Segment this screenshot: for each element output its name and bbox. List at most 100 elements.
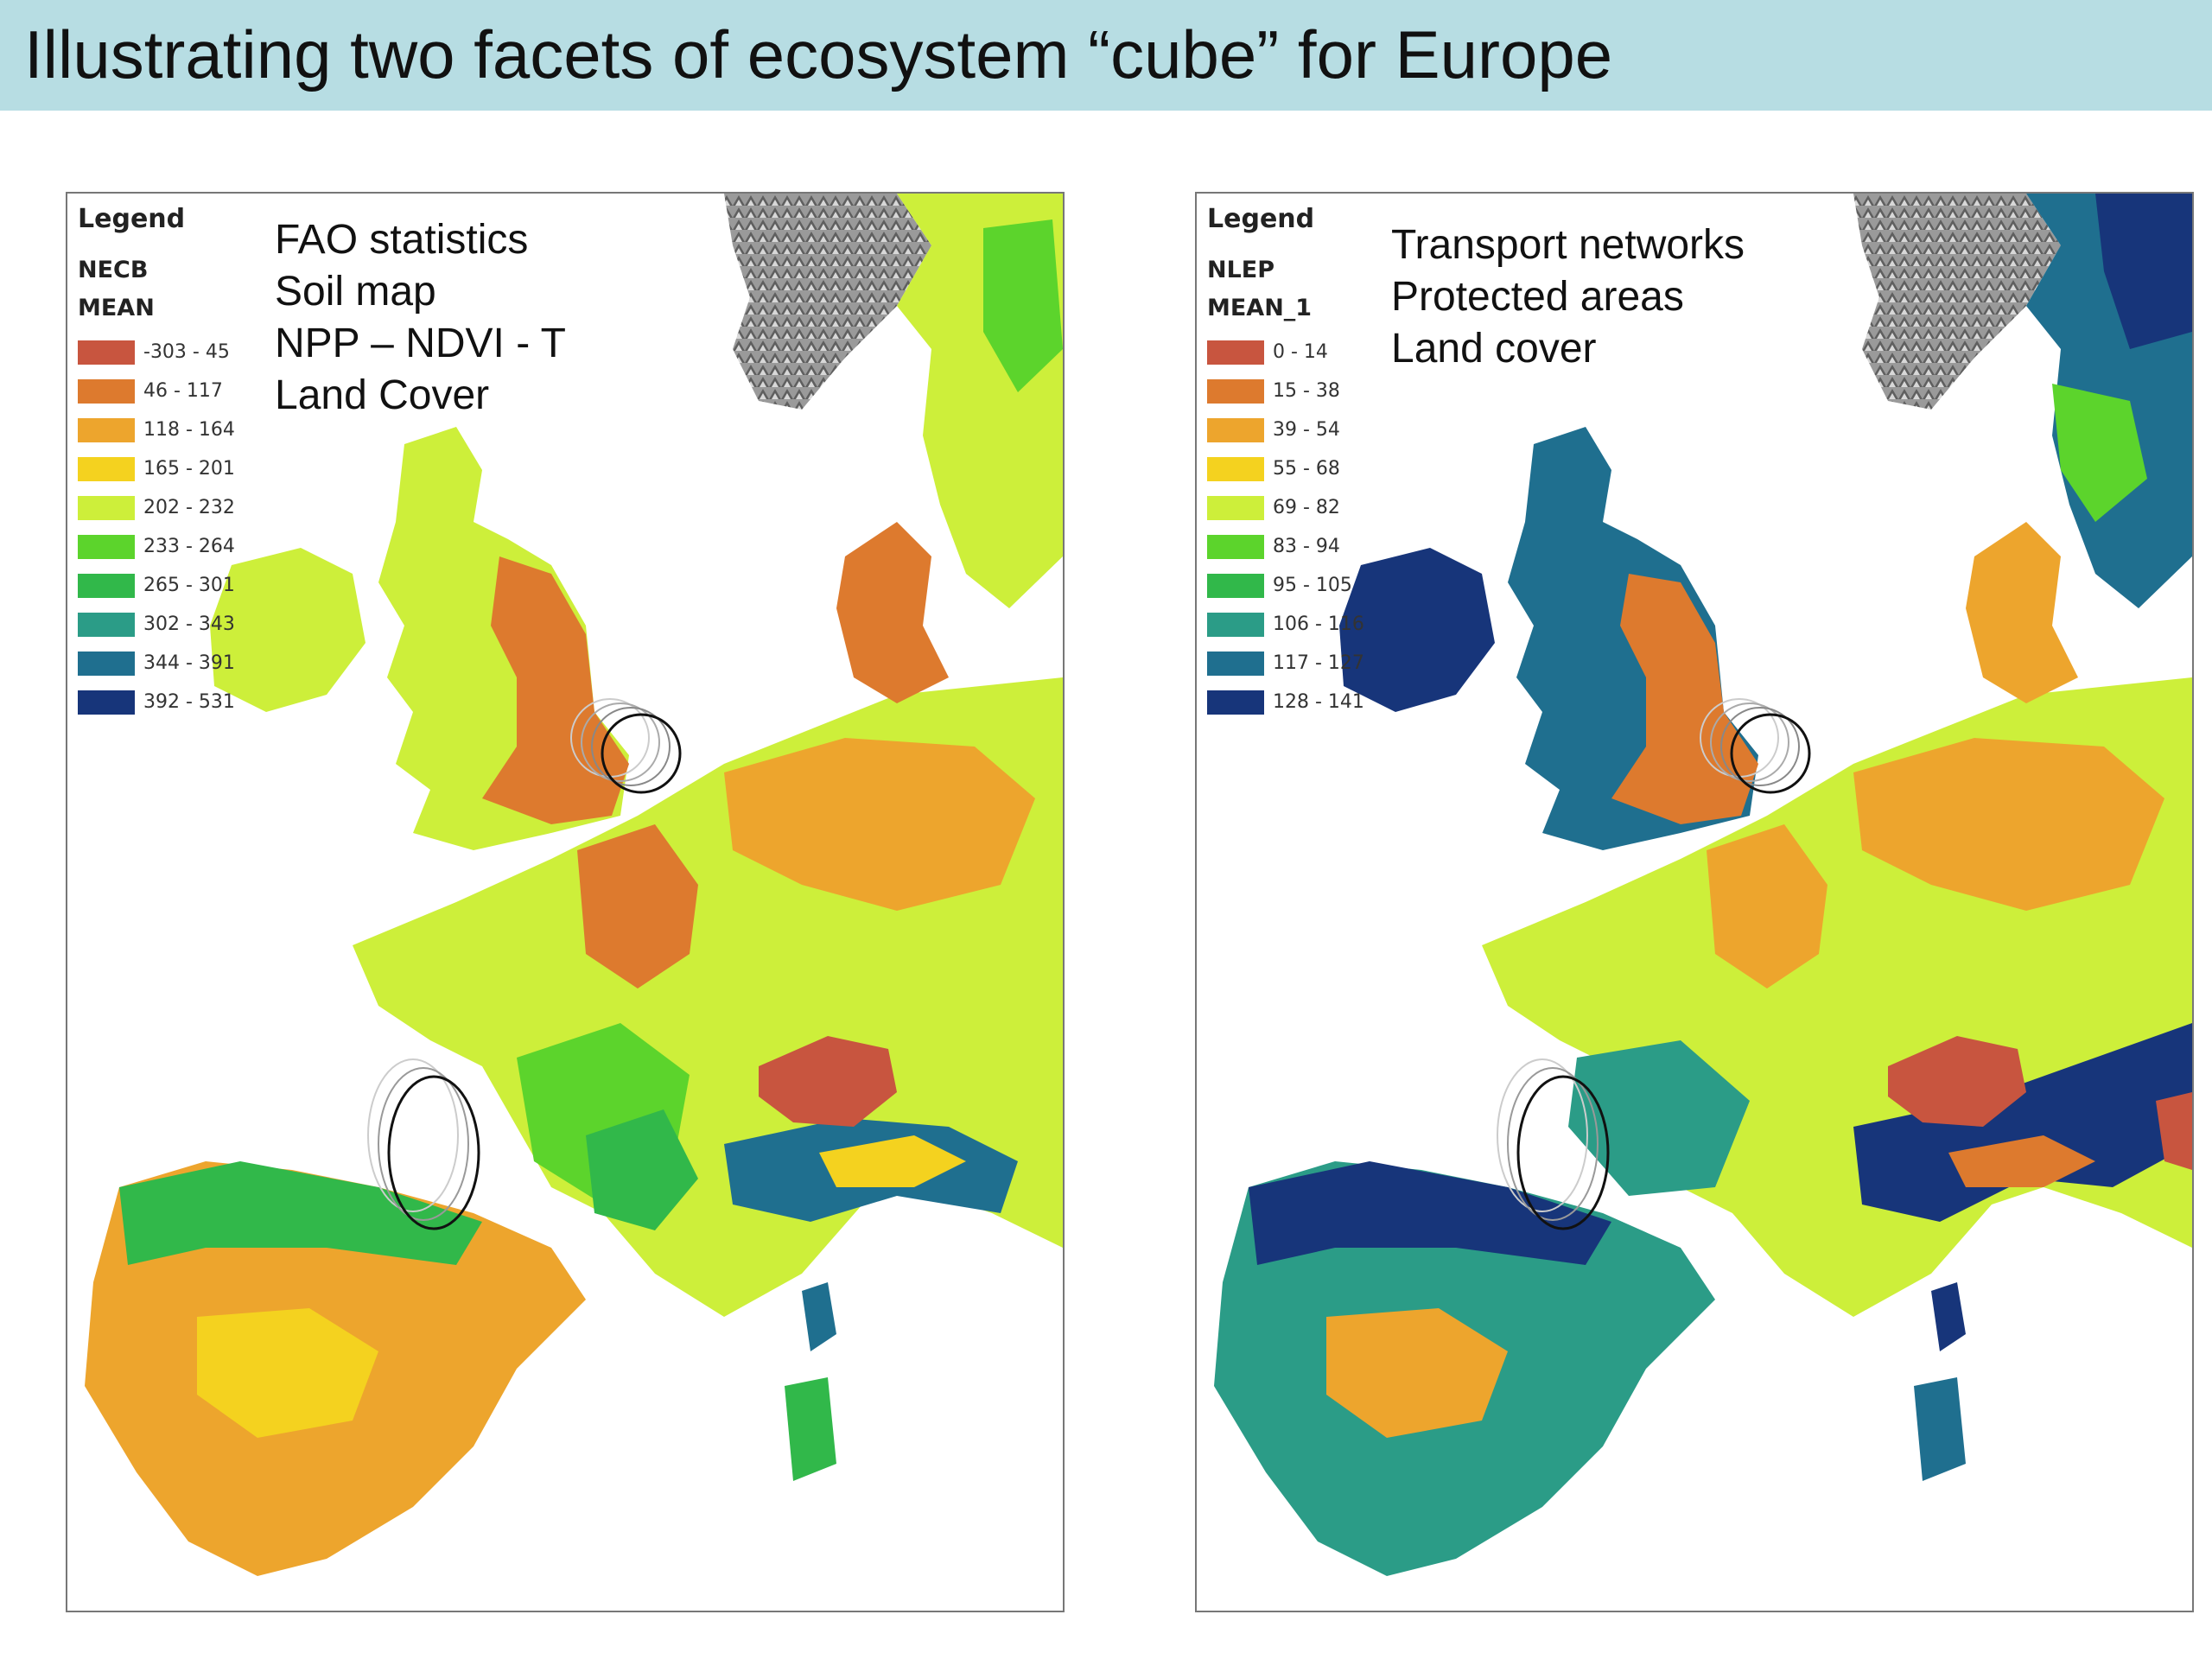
legend-swatch	[1207, 534, 1264, 559]
legend-swatch	[1207, 573, 1264, 598]
legend: Legend NECB MEAN -303 - 45 46 - 117 118 …	[78, 204, 235, 721]
ireland	[1339, 548, 1495, 712]
sardinia	[785, 1377, 836, 1481]
legend-label: 69 - 82	[1273, 497, 1340, 518]
data-sources-list: Transport networks Protected areas Land …	[1391, 219, 1745, 375]
legend-label: -303 - 45	[143, 341, 230, 363]
legend-label: 83 - 94	[1273, 536, 1340, 557]
switzerland	[1888, 1036, 2026, 1127]
legend-label: 0 - 14	[1273, 341, 1328, 363]
iberia-north-forest	[1249, 1161, 1611, 1265]
legend-swatch	[78, 573, 135, 598]
legend-field-name: MEAN	[78, 295, 155, 321]
legend-swatch	[1207, 417, 1264, 442]
legend-label: 39 - 54	[1273, 419, 1340, 441]
legend-item: 55 - 68	[1207, 449, 1364, 488]
germany-arable	[724, 738, 1035, 911]
data-source-item: NPP – NDVI - T	[275, 321, 566, 366]
legend-swatch	[1207, 378, 1264, 404]
iberia-north-forest	[119, 1161, 482, 1265]
map-panel-nlep: Legend NLEP MEAN_1 0 - 14 15 - 38 39 - 5…	[1195, 192, 2194, 1612]
germany-arable	[1853, 738, 2164, 911]
legend-item: -303 - 45	[78, 333, 235, 372]
legend-item: 392 - 531	[78, 683, 235, 721]
highlight-circles-benelux	[570, 698, 682, 794]
legend-swatch	[1207, 495, 1264, 520]
legend-label: 165 - 201	[143, 458, 235, 480]
legend-label: 106 - 116	[1273, 613, 1364, 635]
benelux-arable	[1707, 824, 1827, 988]
ireland	[210, 548, 365, 712]
corsica	[1931, 1282, 1966, 1351]
map-panel-necb: Legend NECB MEAN -303 - 45 46 - 117 118 …	[66, 192, 1065, 1612]
legend-items: -303 - 45 46 - 117 118 - 164 165 - 201 2…	[78, 333, 235, 721]
highlight-circles-benelux	[1700, 698, 1811, 794]
legend-swatch	[1207, 612, 1264, 637]
england-arable	[1611, 574, 1758, 824]
data-sources-list: FAO statistics Soil map NPP – NDVI - T L…	[275, 214, 566, 422]
legend-item: 128 - 141	[1207, 683, 1364, 721]
legend-item: 39 - 54	[1207, 410, 1364, 449]
highlight-ellipses-landes	[367, 1058, 480, 1230]
legend-item: 202 - 232	[78, 488, 235, 527]
denmark	[836, 522, 949, 703]
legend-swatch	[78, 417, 135, 442]
legend-items: 0 - 14 15 - 38 39 - 54 55 - 68 69 - 82 8…	[1207, 333, 1364, 721]
switzerland	[759, 1036, 897, 1127]
legend-item: 165 - 201	[78, 449, 235, 488]
legend-item: 0 - 14	[1207, 333, 1364, 372]
data-source-item: Protected areas	[1391, 274, 1684, 320]
denmark	[1966, 522, 2078, 703]
legend-item: 302 - 343	[78, 605, 235, 644]
data-source-item: FAO statistics	[275, 217, 529, 263]
legend-swatch	[78, 651, 135, 676]
legend-swatch	[1207, 651, 1264, 676]
legend-swatch	[78, 690, 135, 715]
legend-item: 344 - 391	[78, 644, 235, 683]
legend-label: 233 - 264	[143, 536, 235, 557]
legend-label: 95 - 105	[1273, 575, 1352, 596]
norway-relief	[724, 194, 931, 410]
legend-label: 202 - 232	[143, 497, 235, 518]
corsica	[802, 1282, 836, 1351]
legend-item: 15 - 38	[1207, 372, 1364, 410]
norway-relief	[1853, 194, 2061, 410]
legend-label: 128 - 141	[1273, 691, 1364, 713]
legend-label: 15 - 38	[1273, 380, 1340, 402]
legend-label: 302 - 343	[143, 613, 235, 635]
legend-swatch	[1207, 340, 1264, 365]
balkan-red	[2156, 1092, 2192, 1170]
legend-title: Legend	[1207, 204, 1315, 234]
sardinia	[1914, 1377, 1966, 1481]
legend-item: 118 - 164	[78, 410, 235, 449]
title-bar: Illustrating two facets of ecosystem “cu…	[0, 0, 2212, 111]
legend-item: 83 - 94	[1207, 527, 1364, 566]
legend-swatch	[78, 378, 135, 404]
data-source-item: Soil map	[275, 269, 436, 315]
legend-item: 265 - 301	[78, 566, 235, 605]
sweden-patch	[983, 219, 1063, 392]
legend-label: 118 - 164	[143, 419, 235, 441]
legend-label: 46 - 117	[143, 380, 223, 402]
alps-forest	[1853, 1023, 2192, 1222]
legend-item: 46 - 117	[78, 372, 235, 410]
iberia-meseta	[1326, 1308, 1508, 1438]
legend-swatch	[78, 495, 135, 520]
europe-map-necb	[85, 194, 1063, 1576]
legend: Legend NLEP MEAN_1 0 - 14 15 - 38 39 - 5…	[1207, 204, 1364, 721]
legend-item: 106 - 116	[1207, 605, 1364, 644]
legend-label: 392 - 531	[143, 691, 235, 713]
legend-item: 95 - 105	[1207, 566, 1364, 605]
sweden-south	[2052, 384, 2147, 522]
iberia-meseta	[197, 1308, 378, 1438]
legend-swatch	[78, 456, 135, 481]
legend-layer-name: NLEP	[1207, 257, 1275, 283]
england-arable	[482, 556, 629, 824]
po-valley	[1948, 1135, 2095, 1187]
legend-label: 265 - 301	[143, 575, 235, 596]
legend-swatch	[78, 340, 135, 365]
europe-map-nlep	[1214, 194, 2192, 1576]
legend-item: 117 - 127	[1207, 644, 1364, 683]
legend-label: 344 - 391	[143, 652, 235, 674]
legend-layer-name: NECB	[78, 257, 149, 283]
